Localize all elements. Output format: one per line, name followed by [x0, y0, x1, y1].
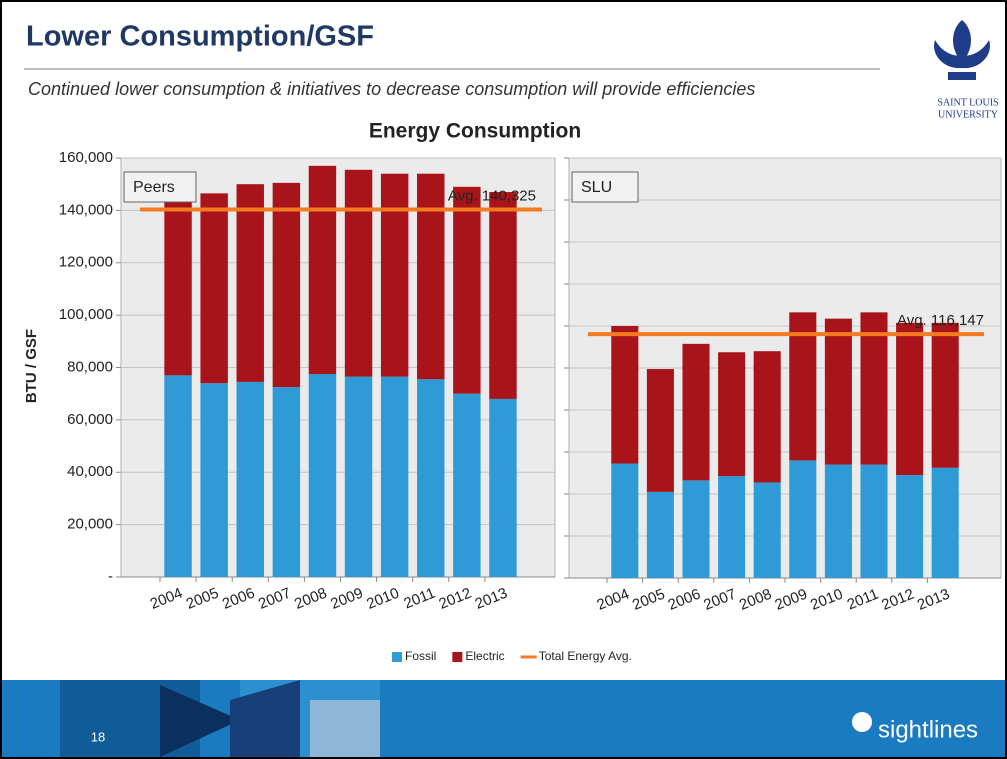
bar-segment [896, 475, 924, 578]
bar-segment [272, 387, 301, 577]
legend-label: Fossil [405, 649, 436, 663]
y-tick-label: - [108, 568, 113, 585]
average-label: Avg. 140,325 [448, 187, 536, 204]
y-axis-label: BTU / GSF [23, 329, 40, 403]
panel-label-box [123, 171, 197, 203]
y-tick-label: 80,000 [67, 358, 113, 375]
y-tick-label: 120,000 [59, 254, 113, 271]
y-tick-label: 100,000 [59, 306, 113, 323]
legend-swatch [392, 652, 402, 662]
bar-segment [646, 369, 674, 492]
bar-segment [417, 379, 445, 577]
slide-subtitle: Continued lower consumption & initiative… [28, 79, 755, 99]
logo-mark [934, 20, 990, 69]
charts: - 20,000 40,000 60,000 80,000 100,000 120,000 1… [23, 149, 1002, 614]
footer-shape [160, 685, 240, 757]
bar-segment [824, 464, 852, 578]
bar-segment [200, 383, 228, 577]
bar-segment [682, 343, 710, 481]
legend-label: Total Energy Avg. [539, 649, 632, 663]
bar-segment [308, 374, 337, 577]
bar-segment [272, 182, 301, 388]
bar-segment [489, 398, 517, 577]
bar-segment [380, 173, 409, 377]
bar-segment [236, 184, 264, 382]
footer-shape [230, 680, 300, 757]
legend: Fossil Electric Total Energy Avg. [392, 649, 632, 663]
bar-segment [344, 169, 373, 377]
bar-segment [611, 463, 639, 578]
slide-title: Lower Consumption/GSF [26, 21, 374, 53]
logo-band [948, 72, 976, 80]
panel-label-box [571, 171, 639, 203]
figure-title: Energy Consumption [369, 120, 581, 143]
brand-icon [852, 712, 872, 732]
panel-label: SLU [581, 179, 612, 196]
y-tick-label: 160,000 [59, 149, 113, 166]
bar-segment [164, 186, 192, 376]
logo-text: UNIVERSITY [938, 109, 998, 120]
bar-segment [164, 375, 192, 577]
bar-segment [931, 467, 959, 578]
panel-label: Peers [133, 179, 175, 196]
bar-segment [718, 352, 746, 477]
brand-name: sightlines [878, 716, 978, 743]
y-tick-label: 40,000 [67, 463, 113, 480]
legend-swatch [452, 652, 463, 662]
bar-segment [453, 393, 481, 577]
y-tick-label: 20,000 [67, 516, 113, 533]
logo-text: SAINT LOUIS [937, 97, 998, 108]
y-tick-label: 140,000 [59, 201, 113, 218]
page-number: 18 [91, 729, 105, 744]
bar-segment [453, 186, 481, 394]
bar-segment [308, 165, 337, 375]
footer-shape [310, 700, 380, 757]
bar-segment [380, 376, 409, 577]
bar-segment [417, 173, 445, 380]
logo: SAINT LOUIS UNIVERSITY [934, 20, 999, 120]
bar-segment [682, 480, 710, 578]
bar-segment [860, 464, 888, 578]
bar-segment [896, 322, 924, 476]
bar-segment [789, 312, 817, 461]
bar-segment [824, 318, 852, 465]
bar-segment [646, 491, 674, 578]
bar-segment [718, 476, 746, 578]
bar-segment [489, 192, 517, 399]
legend-label: Electric [465, 649, 504, 663]
bar-segment [753, 482, 781, 578]
y-tick-label: 60,000 [67, 411, 113, 428]
bar-segment [344, 376, 373, 577]
bar-segment [860, 312, 888, 465]
average-label: Avg. 116,147 [897, 312, 984, 329]
bar-segment [236, 381, 264, 577]
bar-segment [789, 460, 817, 578]
footer: 18 sightlines [2, 680, 1005, 757]
bar-segment [611, 326, 639, 464]
bar-segment [753, 351, 781, 483]
bar-segment [931, 322, 959, 468]
bar-segment [200, 193, 228, 384]
